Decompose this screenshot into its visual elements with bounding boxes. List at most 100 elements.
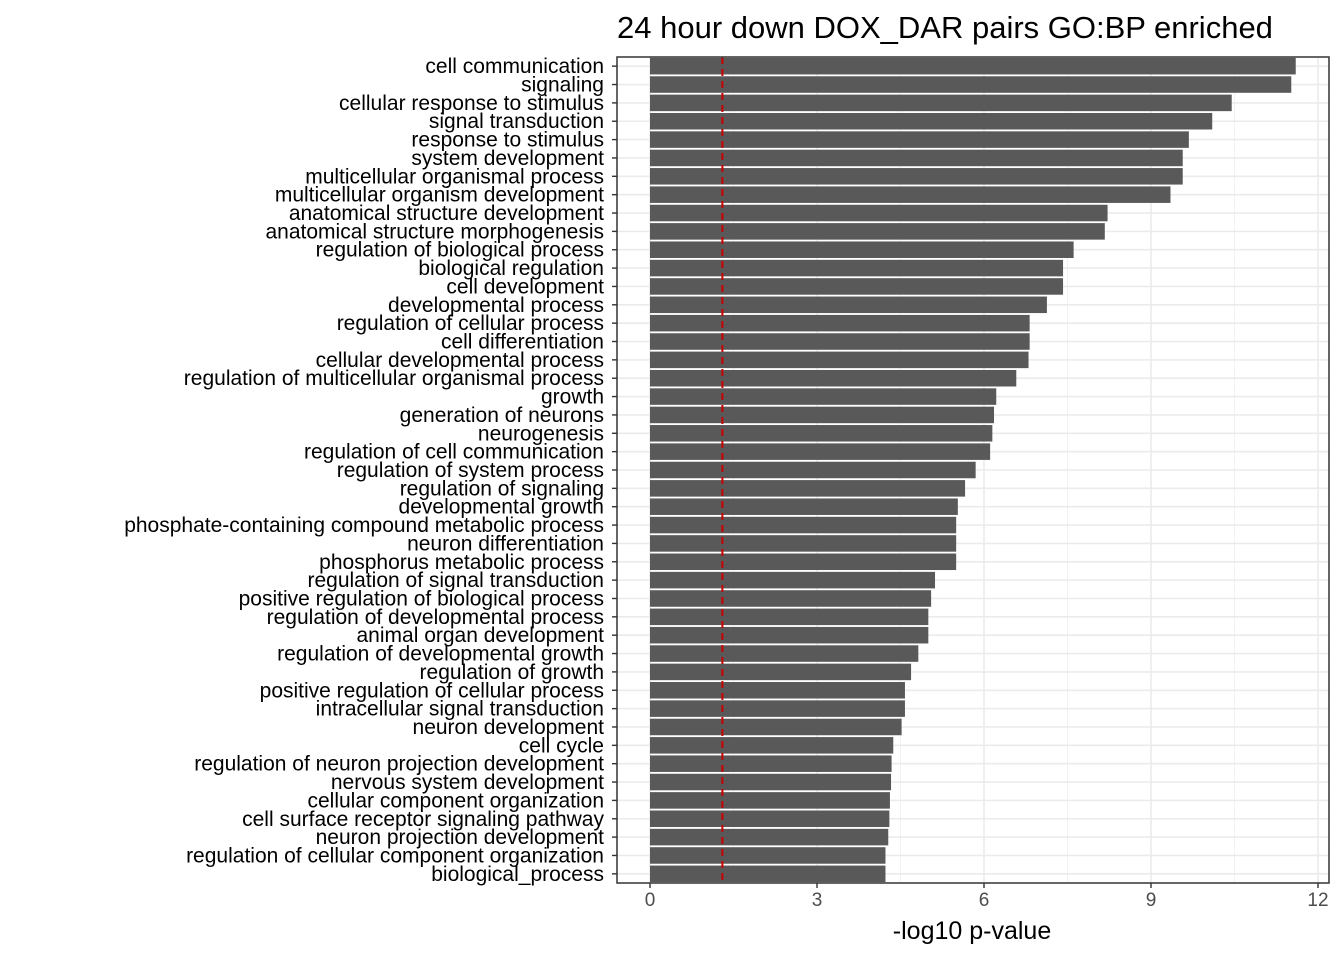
bar [650, 810, 890, 828]
y-tick-label: regulation of growth [420, 661, 604, 684]
x-tick-label: 3 [812, 890, 823, 911]
bar [650, 186, 1171, 203]
bar [650, 792, 890, 809]
bar [650, 259, 1064, 277]
x-tick-label: 12 [1307, 890, 1328, 911]
bar [650, 461, 976, 479]
y-tick-label: neuron development [413, 716, 605, 739]
y-tick-label: regulation of cellular component organiz… [186, 844, 604, 867]
bar [650, 626, 929, 644]
y-tick-label: multicellular organism development [275, 184, 604, 207]
y-tick-label: phosphate-containing compound metabolic … [124, 514, 604, 537]
y-tick-label: cell differentiation [441, 331, 604, 354]
bar [650, 865, 886, 883]
bar [650, 314, 1030, 332]
y-tick-label: cell cycle [519, 734, 604, 757]
bar [650, 296, 1047, 314]
x-tick-label: 9 [1146, 890, 1157, 911]
y-tick-label: generation of neurons [400, 404, 604, 427]
y-tick-label: regulation of multicellular organismal p… [184, 367, 604, 390]
bar [650, 718, 902, 736]
y-tick-label: cellular response to stimulus [339, 92, 604, 115]
y-tick-label: response to stimulus [411, 129, 604, 152]
bar [650, 76, 1292, 93]
y-tick-label: biological regulation [418, 257, 604, 280]
y-tick-label: signaling [521, 74, 604, 97]
y-tick-label: intracellular signal transduction [316, 698, 604, 721]
bar [650, 773, 892, 791]
y-tick-label: regulation of biological process [316, 239, 604, 262]
x-tick-label: 0 [645, 890, 656, 911]
x-axis-label: -log10 p-value [893, 917, 1051, 945]
bar [650, 828, 889, 846]
y-tick-label: developmental process [388, 294, 604, 317]
y-tick-label: positive regulation of cellular process [260, 679, 604, 702]
bar [650, 149, 1183, 167]
bar [650, 755, 892, 772]
bar [650, 388, 997, 405]
y-tick-label: anatomical structure development [289, 202, 604, 225]
y-tick-label: cellular developmental process [316, 349, 604, 372]
y-tick-label: cellular component organization [307, 789, 604, 812]
y-tick-label: regulation of cellular process [337, 312, 604, 335]
x-axis: 0 3 6 9 12 [645, 883, 1329, 911]
y-tick-label: biological_process [431, 863, 604, 886]
y-tick-label: cell surface receptor signaling pathway [242, 808, 604, 831]
y-tick-label: developmental growth [399, 496, 604, 519]
bar [650, 131, 1189, 148]
bar [650, 278, 1064, 295]
y-tick-label: animal organ development [357, 624, 605, 647]
bar [650, 608, 929, 626]
y-tick-label: regulation of developmental process [267, 606, 604, 629]
bar [650, 535, 957, 552]
bar [650, 57, 1296, 75]
bar [650, 645, 919, 662]
y-tick-label: regulation of neuron projection developm… [194, 753, 604, 776]
bar [650, 112, 1213, 130]
y-tick-label: anatomical structure morphogenesis [265, 220, 604, 243]
y-tick-label: multicellular organismal process [305, 165, 604, 188]
bar [650, 847, 886, 864]
y-tick-label: regulation of signaling [400, 477, 604, 500]
y-tick-label: cell development [446, 275, 604, 298]
bar [650, 516, 957, 534]
bar [650, 682, 905, 699]
bar [650, 663, 912, 681]
y-tick-label: signal transduction [429, 110, 604, 133]
y-tick-label: cell communication [425, 55, 604, 78]
bar [650, 425, 993, 442]
bar [650, 351, 1029, 369]
y-tick-label: neurogenesis [478, 422, 604, 445]
bars [650, 57, 1296, 883]
y-tick-label: neuron projection development [316, 826, 605, 849]
bar [650, 333, 1030, 350]
x-tick-label: 6 [979, 890, 990, 911]
bar [650, 553, 957, 571]
y-tick-label: neuron differentiation [407, 532, 604, 555]
y-tick-label: regulation of cell communication [304, 441, 604, 464]
bar [650, 369, 1017, 387]
y-tick-label: positive regulation of biological proces… [239, 587, 604, 610]
bar [650, 406, 995, 424]
bar [650, 168, 1183, 185]
bar [650, 571, 936, 589]
y-tick-label: nervous system development [331, 771, 604, 794]
bar [650, 590, 932, 607]
chart-title: 24 hour down DOX_DAR pairs GO:BP enriche… [617, 10, 1273, 45]
bar [650, 480, 966, 497]
bar [650, 443, 991, 460]
y-tick-label: regulation of developmental growth [277, 643, 604, 666]
bar [650, 498, 958, 515]
y-tick-label: system development [411, 147, 604, 170]
bar [650, 223, 1105, 240]
bar [650, 94, 1232, 112]
bar [650, 241, 1074, 258]
bar [650, 204, 1108, 222]
y-tick-label: regulation of signal transduction [307, 569, 604, 592]
y-tick-label: regulation of system process [337, 459, 604, 482]
bar [650, 700, 905, 717]
bar [650, 737, 894, 754]
y-tick-label: phosphorus metabolic process [319, 551, 604, 574]
